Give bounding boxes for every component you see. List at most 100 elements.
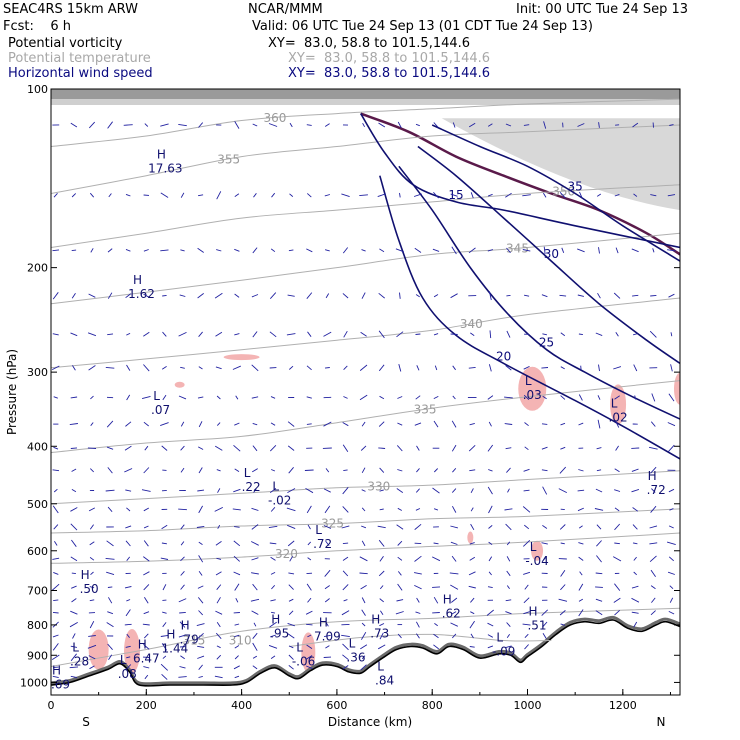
theta-contour-label: 335: [414, 402, 437, 416]
wind-vector: [434, 623, 438, 627]
wind-vector: [89, 468, 95, 473]
wind-vector: [397, 583, 403, 591]
wind-vector: [415, 508, 421, 511]
wind-vector: [123, 124, 133, 126]
field-name-theta: Potential temperature: [8, 51, 151, 66]
wind-vector: [197, 645, 205, 648]
wind-vector: [325, 293, 330, 299]
wind-vector: [306, 644, 313, 649]
wind-vector: [360, 585, 367, 590]
wind-vector: [179, 621, 186, 628]
wind-vector: [251, 396, 259, 399]
wind-vector: [214, 445, 223, 451]
wind-vector: [217, 524, 221, 529]
wind-vector: [470, 488, 474, 494]
wind-vector: [197, 655, 205, 659]
wind-vector: [71, 249, 77, 252]
wind-speed-contour-20: [379, 175, 680, 460]
wind-vector: [180, 467, 185, 473]
wind-vector: [433, 294, 439, 298]
wind-vector: [633, 571, 638, 576]
wind-vector: [197, 585, 204, 589]
wind-vector: [505, 123, 512, 127]
wind-vector: [51, 654, 60, 660]
wind-vector: [595, 332, 603, 337]
wind-vector: [505, 447, 512, 450]
wind-vector: [143, 364, 150, 372]
wind-vector: [468, 122, 476, 128]
wind-vector: [631, 468, 639, 472]
wind-vector: [71, 572, 76, 575]
wind-vector: [395, 611, 404, 615]
wind-vector: [578, 556, 584, 561]
pv-extremum-type: H: [166, 628, 175, 642]
wind-vector: [235, 597, 239, 603]
wind-vector: [180, 249, 185, 252]
wind-vector: [379, 489, 384, 492]
pv-extremum-value: 17.63: [148, 161, 182, 175]
wind-vector: [323, 525, 332, 529]
wind-vector: [270, 655, 276, 659]
wind-vector: [649, 525, 658, 529]
wind-vector: [613, 292, 621, 299]
wind-vector: [631, 611, 639, 614]
wind-vector: [450, 525, 459, 529]
wind-vector: [287, 540, 295, 547]
pv-extremum-type: L: [530, 540, 537, 554]
wind-vector: [268, 644, 278, 649]
wind-vector: [88, 121, 96, 129]
wind-vector: [343, 330, 348, 338]
wind-vector: [143, 643, 150, 650]
wind-vector: [632, 333, 638, 336]
wind-vector: [178, 395, 187, 400]
wind-vector: [596, 524, 602, 530]
wind-vector: [542, 525, 548, 529]
wind-vector: [416, 633, 420, 639]
wind-vector: [434, 365, 438, 371]
wind-vector: [325, 622, 329, 627]
wind-vector: [577, 507, 584, 512]
wind-vector: [504, 423, 513, 425]
wind-vector: [469, 542, 475, 545]
wind-vector: [415, 294, 420, 298]
wind-vector: [360, 664, 367, 671]
wind-vector: [341, 610, 350, 616]
wind-vector: [233, 665, 240, 670]
wind-vector: [523, 597, 530, 604]
wind-vector: [650, 610, 656, 616]
wind-vector: [306, 193, 312, 198]
wind-vector: [198, 421, 203, 428]
wind-vector: [197, 597, 204, 604]
org-label: NCAR/MMM: [248, 2, 323, 17]
wind-vector: [597, 419, 601, 429]
terrain-line: [51, 619, 680, 687]
wind-vector: [51, 365, 60, 371]
theta-contour-label: 325: [321, 517, 344, 531]
wind-vector: [668, 393, 675, 402]
wind-vector: [70, 653, 77, 662]
wind-vector: [325, 468, 330, 473]
wind-vector: [468, 444, 476, 452]
wind-vector: [197, 396, 204, 399]
wind-vector: [253, 622, 257, 627]
wind-vector: [594, 508, 604, 511]
wind-vector: [432, 487, 440, 494]
wind-vector: [487, 444, 494, 452]
wind-vector: [450, 622, 458, 627]
wind-vector: [341, 525, 350, 529]
wind-vector: [307, 524, 311, 530]
wind-vector: [125, 525, 132, 529]
wind-vector: [452, 365, 456, 371]
wind-vector: [52, 611, 59, 614]
wind-vector: [287, 633, 295, 639]
y-tick-label: 800: [27, 619, 48, 632]
forecast-hour: Fcst: 6 h: [3, 19, 72, 34]
wind-vector: [614, 523, 621, 531]
wind-vector: [143, 611, 150, 615]
wind-vector: [52, 643, 59, 651]
wind-vector: [52, 634, 59, 638]
wind-vector: [323, 488, 331, 493]
wind-vector: [379, 395, 385, 400]
y-tick-label: 500: [27, 498, 48, 511]
wind-vector: [523, 571, 531, 575]
